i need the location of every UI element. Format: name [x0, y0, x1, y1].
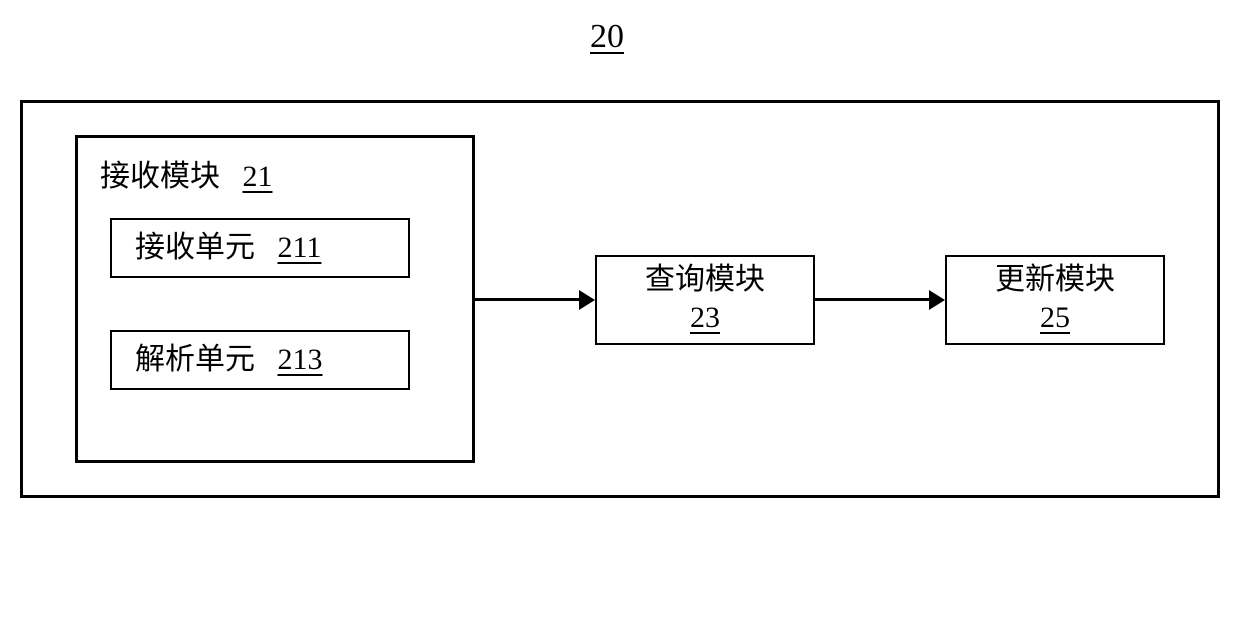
update-module-label-num: 25 [1040, 303, 1070, 333]
diagram-canvas: 20 接收模块 21 接收单元 211 解析单元 213 查询模块 23 更新模… [0, 0, 1240, 624]
receive-module-title: 接收模块 21 [100, 162, 273, 192]
receive-unit-num: 211 [278, 231, 322, 264]
update-module-label-text: 更新模块 [995, 265, 1115, 295]
arrow-receive-to-query-head [579, 290, 595, 310]
diagram-title: 20 [590, 20, 624, 54]
arrow-query-to-update-line [815, 298, 929, 301]
parse-unit-text: 解析单元 [135, 343, 255, 376]
receive-module-title-num: 21 [243, 160, 273, 193]
arrow-receive-to-query-line [475, 298, 579, 301]
parse-unit-num: 213 [278, 343, 323, 376]
parse-unit-label: 解析单元 213 [135, 345, 323, 375]
query-module-label-num: 23 [690, 303, 720, 333]
receive-unit-text: 接收单元 [135, 231, 255, 264]
arrow-query-to-update-head [929, 290, 945, 310]
query-module-label-text: 查询模块 [645, 265, 765, 295]
receive-module-title-text: 接收模块 [100, 160, 220, 193]
receive-unit-label: 接收单元 211 [135, 233, 321, 263]
